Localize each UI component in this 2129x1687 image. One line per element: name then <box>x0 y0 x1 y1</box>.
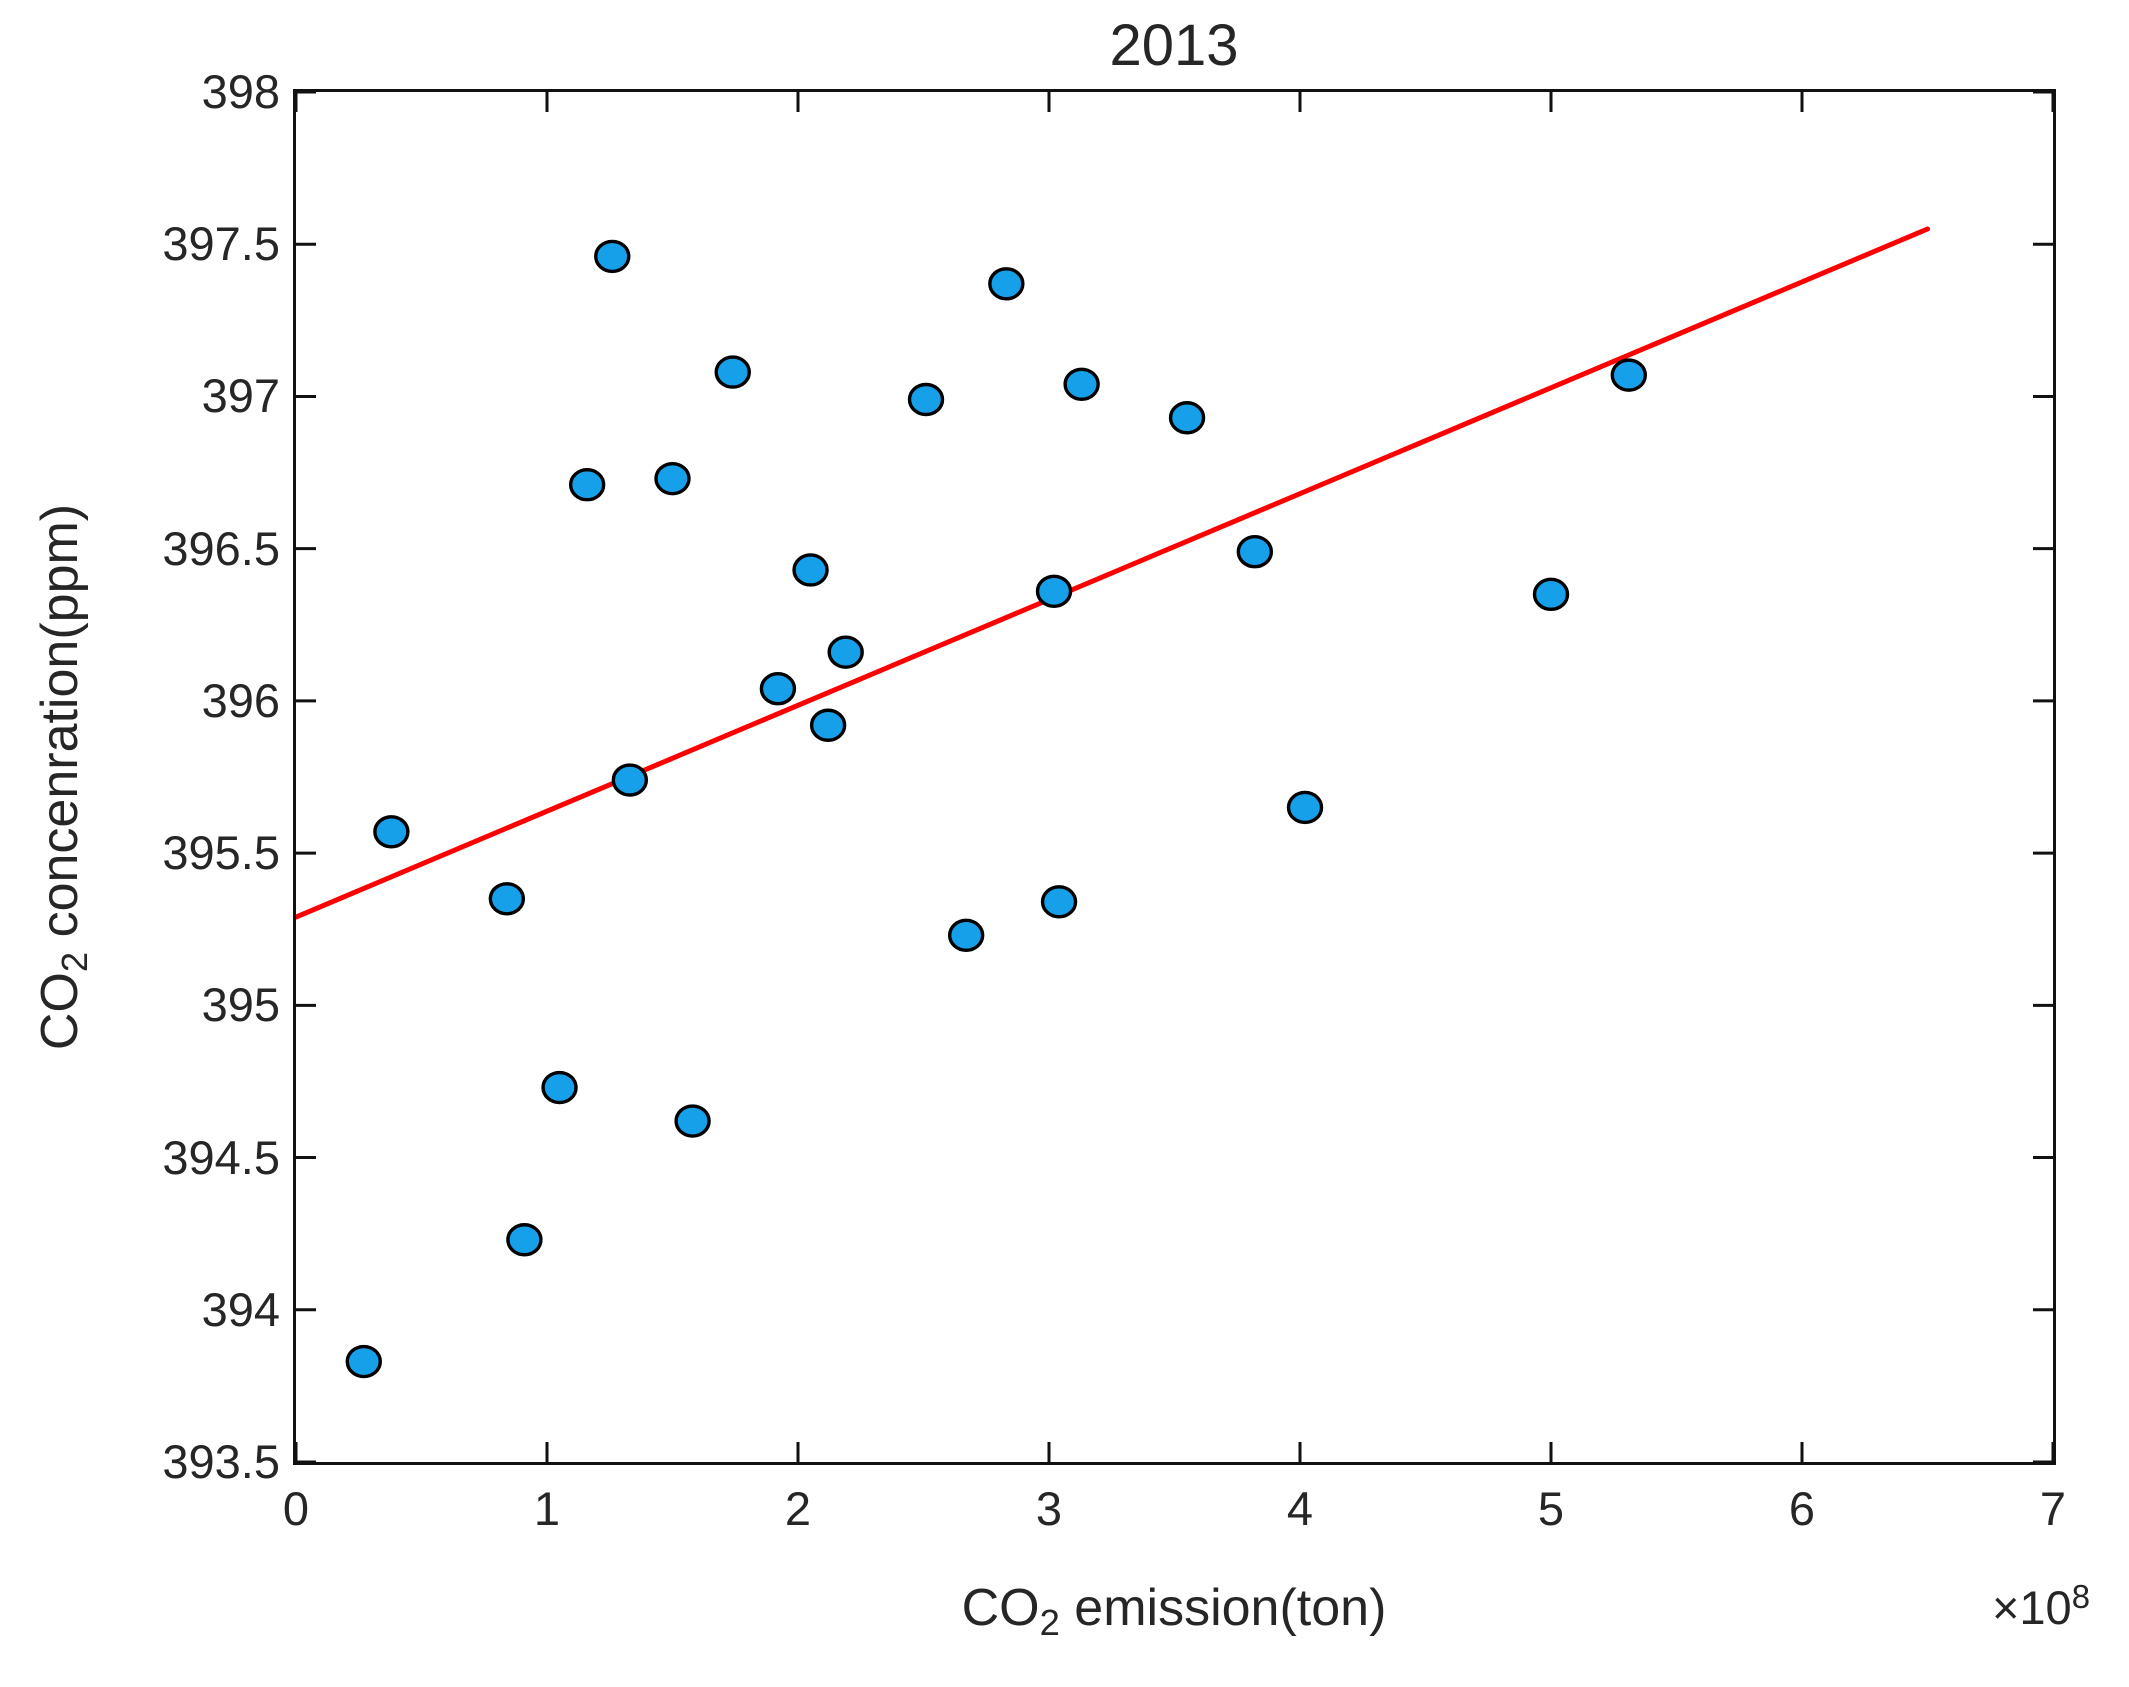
plot-area <box>293 89 2056 1465</box>
data-point <box>1532 577 1570 612</box>
data-point <box>759 672 797 706</box>
data-point <box>611 763 649 797</box>
data-point <box>809 708 847 742</box>
x-axis-label-subscript: 2 <box>1039 1602 1060 1644</box>
x-axis-multiplier: ×108 <box>1845 1578 2090 1635</box>
x-axis-label-prefix: CO <box>961 1579 1040 1637</box>
data-point <box>568 468 606 502</box>
y-tick-label: 394 <box>201 1282 280 1336</box>
x-tick-label: 7 <box>2039 1482 2067 1535</box>
y-tick-label: 393.5 <box>162 1435 280 1488</box>
x-axis-multiplier-base: ×10 <box>1991 1580 2072 1634</box>
data-point <box>1286 790 1324 825</box>
data-point <box>654 461 691 496</box>
y-axis-label-prefix: CO <box>31 972 89 1051</box>
data-point <box>1063 367 1100 401</box>
y-tick-label: 398 <box>201 65 280 118</box>
y-axis-label-subscript: 2 <box>54 951 96 973</box>
x-tick-label: 2 <box>784 1482 812 1535</box>
data-point <box>488 882 526 916</box>
x-tick-label: 5 <box>1537 1482 1565 1535</box>
y-tick-label: 397.5 <box>162 217 280 271</box>
data-point <box>907 382 945 417</box>
data-point <box>674 1104 711 1138</box>
data-point <box>1168 401 1206 435</box>
scatter-canvas <box>296 92 2053 1462</box>
y-axis-label-rest: concenration(ppm) <box>31 503 89 952</box>
data-point <box>1040 885 1078 919</box>
data-point <box>594 239 631 274</box>
data-point <box>506 1223 543 1257</box>
data-point <box>373 815 410 849</box>
y-tick-label: 395.5 <box>162 826 280 880</box>
y-tick-label: 395 <box>201 978 280 1032</box>
data-point <box>541 1070 578 1105</box>
x-tick-label: 0 <box>282 1482 310 1535</box>
trend-line <box>296 226 1930 920</box>
data-point <box>1035 574 1073 608</box>
data-point <box>792 553 829 587</box>
y-tick-label: 394.5 <box>162 1130 280 1184</box>
x-tick-label: 1 <box>533 1482 561 1535</box>
data-point <box>1610 358 1648 392</box>
chart-title: 2013 <box>1109 13 1239 78</box>
data-point <box>827 635 864 669</box>
x-axis-label-rest: emission(ton) <box>1059 1579 1387 1637</box>
data-point <box>947 918 985 953</box>
data-point <box>714 355 751 389</box>
x-axis-multiplier-exponent: 8 <box>2071 1578 2090 1615</box>
y-tick-label: 396.5 <box>162 521 280 575</box>
y-tick-label: 396 <box>201 673 280 727</box>
y-axis-label: CO2 concenration(ppm) <box>25 327 95 1227</box>
y-tick-label: 397 <box>201 369 280 423</box>
x-tick-label: 6 <box>1788 1482 1816 1535</box>
x-tick-label: 3 <box>1035 1482 1063 1535</box>
data-point <box>345 1344 382 1379</box>
data-point <box>988 267 1025 301</box>
data-point <box>1236 535 1274 569</box>
x-tick-label: 4 <box>1286 1482 1314 1535</box>
x-axis-label: CO2 emission(ton) <box>774 1578 1574 1644</box>
